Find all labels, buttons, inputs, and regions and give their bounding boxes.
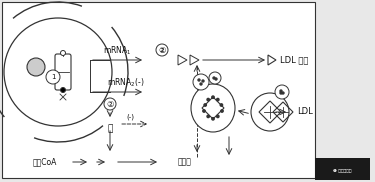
Circle shape: [104, 98, 116, 110]
Circle shape: [213, 77, 215, 79]
Text: (-): (-): [126, 114, 134, 120]
Circle shape: [207, 98, 209, 101]
Circle shape: [203, 110, 205, 112]
Text: 2: 2: [160, 48, 164, 53]
Circle shape: [60, 88, 66, 92]
FancyBboxPatch shape: [55, 54, 71, 90]
Ellipse shape: [251, 93, 289, 131]
Circle shape: [27, 58, 45, 76]
Circle shape: [200, 83, 202, 85]
Circle shape: [198, 79, 200, 81]
Bar: [315, 158, 370, 180]
Text: LDL 受体: LDL 受体: [280, 56, 308, 64]
Circle shape: [4, 18, 112, 126]
Text: LDL: LDL: [297, 108, 313, 116]
Circle shape: [202, 80, 204, 82]
Circle shape: [207, 115, 209, 118]
Circle shape: [212, 118, 214, 120]
Text: ❶ 数域科方网: ❶ 数域科方网: [333, 168, 351, 172]
Circle shape: [204, 104, 206, 106]
Circle shape: [212, 96, 214, 98]
Text: 乙酰CoA: 乙酰CoA: [33, 157, 57, 167]
Circle shape: [280, 92, 282, 94]
Text: ②: ②: [158, 46, 166, 55]
Text: mRNA$_2$(-): mRNA$_2$(-): [107, 76, 144, 89]
Text: ②: ②: [106, 100, 114, 109]
Circle shape: [282, 92, 284, 94]
Circle shape: [217, 115, 219, 118]
Circle shape: [215, 78, 217, 80]
Circle shape: [221, 110, 223, 112]
Circle shape: [193, 74, 209, 90]
Text: mRNA$_1$: mRNA$_1$: [103, 45, 132, 57]
Circle shape: [60, 50, 66, 56]
Text: 醂: 醂: [107, 124, 112, 133]
Circle shape: [275, 85, 289, 99]
Circle shape: [280, 90, 282, 92]
Circle shape: [46, 70, 60, 84]
Circle shape: [220, 104, 223, 106]
Bar: [2, 2, 315, 178]
Circle shape: [217, 98, 219, 101]
Text: 1: 1: [51, 74, 55, 80]
Circle shape: [156, 44, 168, 56]
Circle shape: [209, 72, 221, 84]
Text: 胆固醇: 胆固醇: [178, 157, 192, 167]
Ellipse shape: [191, 84, 235, 132]
